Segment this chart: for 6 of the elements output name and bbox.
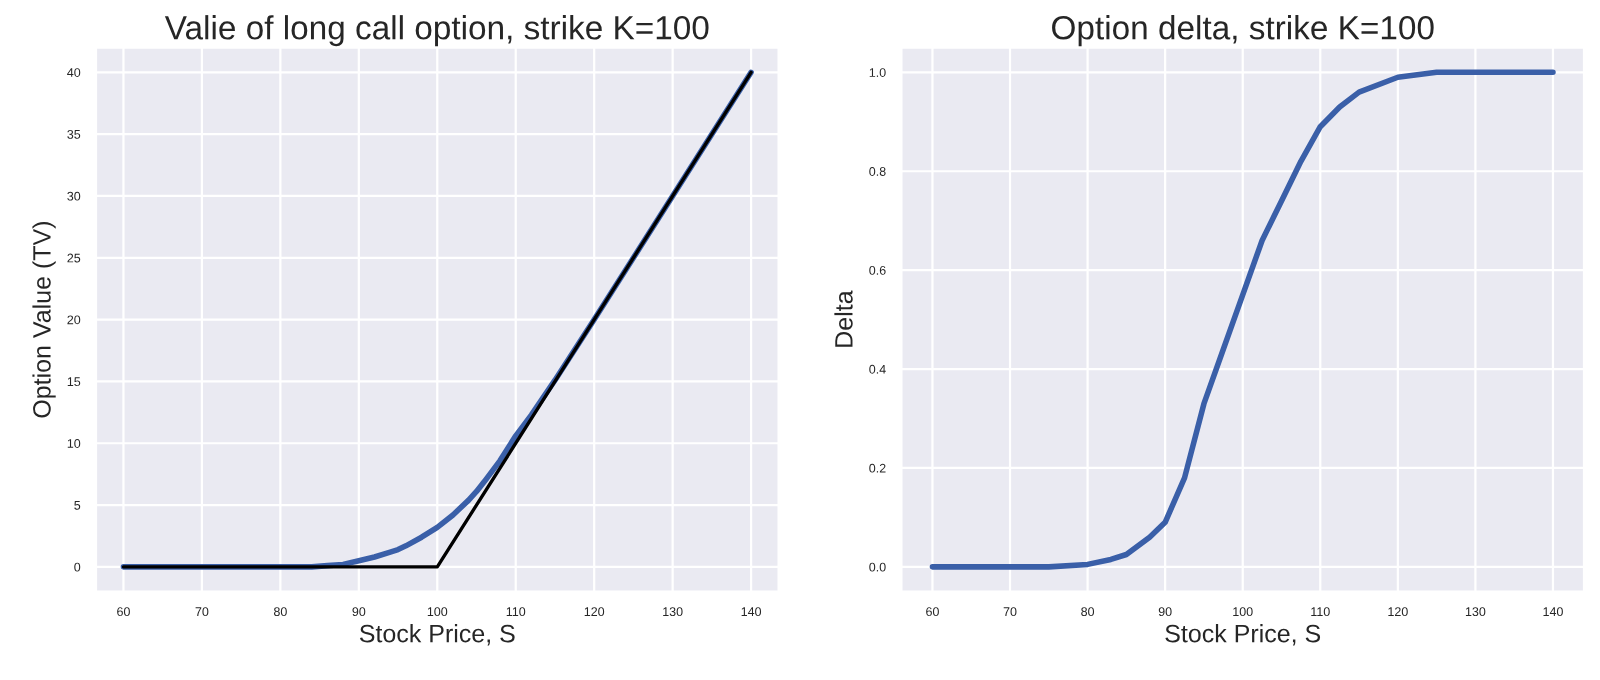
y-axis-title: Option Value (TV) <box>32 222 56 418</box>
x-axis-title: Stock Price, S <box>1165 624 1321 646</box>
chart-title: Valie of long call option, strike K=100 <box>164 15 709 47</box>
chart-title: Option delta, strike K=100 <box>1052 15 1434 47</box>
x-axis-title: Stock Price, S <box>359 624 515 646</box>
y-axis-title: Delta <box>834 290 853 347</box>
